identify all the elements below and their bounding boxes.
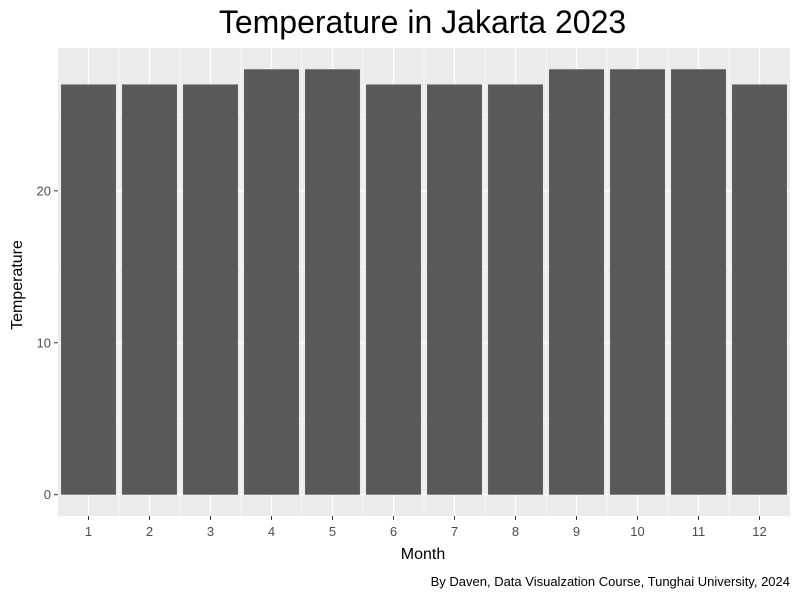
chart-caption: By Daven, Data Visualzation Course, Tung… — [430, 574, 790, 589]
y-axis: 0 10 20 — [37, 183, 58, 502]
y-tick-label: 20 — [37, 183, 51, 198]
x-tick-label: 10 — [630, 524, 644, 539]
bar — [61, 84, 116, 495]
bar — [671, 69, 726, 495]
bar — [488, 84, 543, 495]
bar — [183, 84, 238, 495]
bar — [244, 69, 299, 495]
x-tick-label: 11 — [692, 524, 706, 539]
x-tick-label: 6 — [390, 524, 397, 539]
minor-gridlines — [58, 48, 790, 516]
bars — [61, 69, 787, 495]
y-tick-label: 10 — [37, 335, 51, 350]
bar — [122, 84, 177, 495]
x-tick-label: 4 — [268, 524, 275, 539]
bar — [549, 69, 604, 495]
y-tick-label: 0 — [44, 487, 51, 502]
x-axis: 1 2 3 4 5 6 7 8 9 10 11 12 — [85, 516, 767, 539]
x-tick-label: 12 — [752, 524, 766, 539]
y-axis-label: Temperature — [9, 240, 26, 330]
x-axis-label: Month — [400, 546, 446, 563]
bar — [732, 84, 787, 495]
bar — [427, 84, 482, 495]
chart-title: Temperature in Jakarta 2023 — [218, 4, 627, 40]
x-tick-label: 5 — [329, 524, 336, 539]
bar — [610, 69, 665, 495]
x-tick-label: 7 — [451, 524, 458, 539]
x-tick-label: 2 — [146, 524, 153, 539]
bar — [366, 84, 421, 495]
x-tick-label: 9 — [573, 524, 580, 539]
x-tick-label: 8 — [512, 524, 519, 539]
bar — [305, 69, 360, 495]
x-tick-label: 3 — [207, 524, 214, 539]
x-tick-label: 1 — [85, 524, 92, 539]
